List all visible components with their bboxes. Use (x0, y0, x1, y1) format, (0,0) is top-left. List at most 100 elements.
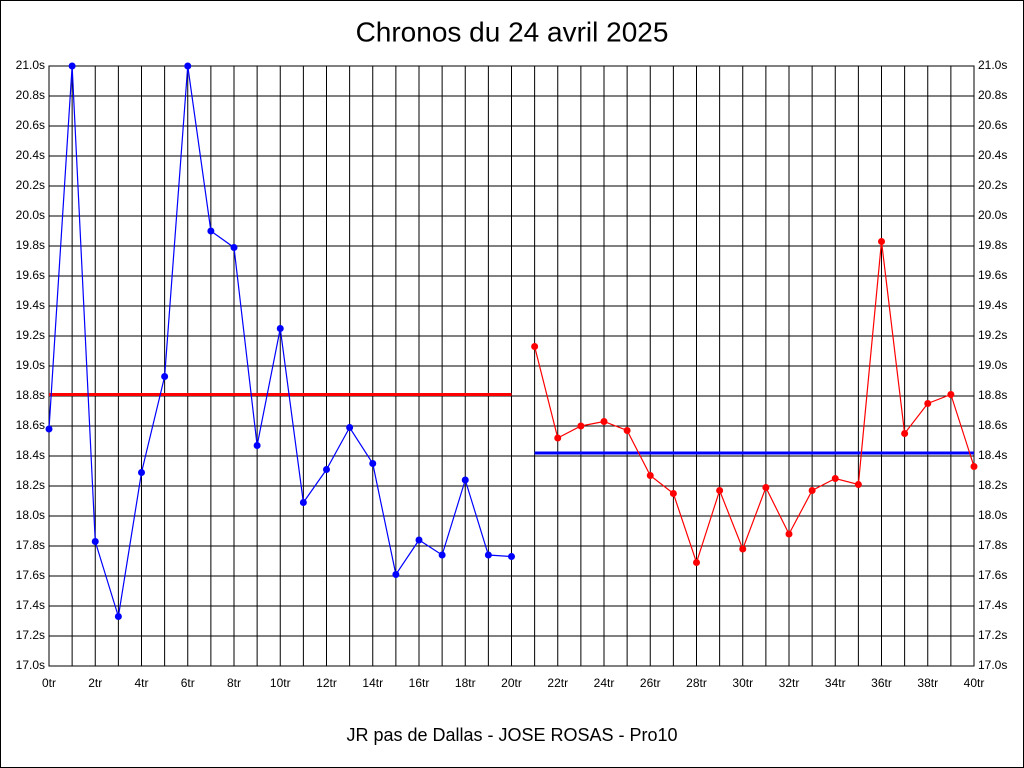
data-point (138, 469, 145, 476)
y-tick-label: 17.2s (16, 628, 45, 642)
data-point (68, 62, 76, 70)
y-tick-label: 19.6s (16, 268, 45, 282)
x-tick-label: 22tr (547, 676, 568, 690)
data-point (762, 484, 770, 491)
x-tick-label: 12tr (316, 676, 337, 690)
x-tick-label: 4tr (134, 676, 148, 690)
data-point (646, 472, 654, 479)
y2-tick-label: 17.8s (978, 538, 1007, 552)
x-tick-label: 40tr (964, 676, 985, 690)
data-point (831, 475, 839, 482)
y2-tick-label: 18.8s (978, 388, 1007, 402)
data-point (45, 425, 53, 433)
y-tick-label: 17.4s (16, 598, 45, 612)
y-tick-label: 20.2s (16, 178, 45, 192)
data-point (878, 238, 885, 245)
x-tick-label: 32tr (779, 676, 800, 690)
y2-tick-label: 18.4s (978, 448, 1007, 462)
y2-tick-label: 20.2s (978, 178, 1007, 192)
y2-tick-label: 18.0s (978, 508, 1007, 522)
x-tick-label: 36tr (871, 676, 892, 690)
data-point (554, 434, 562, 442)
y2-tick-label: 17.0s (978, 658, 1007, 672)
data-point (392, 571, 400, 578)
data-point (854, 481, 862, 488)
x-tick-label: 14tr (362, 676, 383, 690)
data-point (207, 227, 215, 235)
x-tick-label: 34tr (825, 676, 846, 690)
data-point (785, 530, 793, 538)
x-tick-label: 26tr (640, 676, 661, 690)
y-tick-label: 19.4s (16, 298, 45, 312)
x-tick-label: 16tr (409, 676, 430, 690)
series-line (534, 241, 975, 565)
data-point (346, 424, 354, 431)
y2-tick-label: 17.4s (978, 598, 1007, 612)
data-point (669, 490, 677, 497)
y2-tick-label: 19.6s (978, 268, 1007, 282)
data-point (299, 499, 307, 506)
data-point (623, 427, 631, 434)
data-point (253, 442, 261, 449)
data-point (808, 487, 816, 494)
y2-tick-label: 19.8s (978, 238, 1007, 252)
data-point (901, 430, 909, 437)
data-point (716, 487, 724, 494)
y2-tick-label: 19.0s (978, 358, 1007, 372)
y-tick-label: 17.8s (16, 538, 45, 552)
y2-tick-label: 20.0s (978, 208, 1007, 222)
y2-tick-label: 18.6s (978, 418, 1007, 432)
y2-tick-label: 19.4s (978, 298, 1007, 312)
x-tick-label: 24tr (594, 676, 615, 690)
x-tick-label: 30tr (732, 676, 753, 690)
data-point (91, 538, 99, 545)
data-point (369, 460, 377, 467)
y-tick-label: 19.0s (16, 358, 45, 372)
y-tick-label: 18.2s (16, 478, 45, 492)
data-point (508, 553, 515, 560)
data-point (947, 391, 955, 398)
x-tick-label: 8tr (227, 676, 241, 690)
x-tick-label: 2tr (88, 676, 102, 690)
data-point (600, 418, 608, 425)
y2-tick-label: 17.6s (978, 568, 1007, 582)
y-tick-label: 18.0s (16, 508, 45, 522)
y-tick-label: 18.4s (16, 448, 45, 462)
data-point (114, 613, 122, 620)
y-tick-label: 18.6s (16, 418, 45, 432)
x-tick-label: 18tr (455, 676, 476, 690)
y2-tick-label: 20.4s (978, 148, 1007, 162)
y2-tick-label: 21.0s (978, 58, 1007, 72)
data-point (230, 244, 238, 251)
data-point (461, 476, 469, 484)
y2-tick-label: 18.2s (978, 478, 1007, 492)
data-point (276, 325, 284, 332)
data-point (739, 545, 747, 553)
y2-tick-label: 20.6s (978, 118, 1007, 132)
x-tick-label: 38tr (917, 676, 938, 690)
chart-title: Chronos du 24 avril 2025 (356, 16, 669, 47)
data-point (577, 422, 585, 430)
x-tick-label: 10tr (270, 676, 291, 690)
y-tick-label: 20.4s (16, 148, 45, 162)
data-point (693, 559, 700, 566)
y2-tick-label: 20.8s (978, 88, 1007, 102)
y-tick-label: 18.8s (16, 388, 45, 402)
y2-tick-label: 19.2s (978, 328, 1007, 342)
x-tick-label: 20tr (501, 676, 522, 690)
y-tick-label: 17.0s (16, 658, 45, 672)
plot-border (48, 65, 975, 667)
y-tick-label: 20.0s (16, 208, 45, 222)
data-point (924, 400, 932, 407)
y-tick-label: 20.8s (16, 88, 45, 102)
data-point (184, 62, 192, 70)
y2-tick-label: 17.2s (978, 628, 1007, 642)
data-point (531, 343, 539, 350)
x-tick-label: 0tr (42, 676, 56, 690)
chart-subtitle: JR pas de Dallas - JOSE ROSAS - Pro10 (346, 725, 677, 745)
data-point (438, 551, 446, 559)
y-tick-label: 19.8s (16, 238, 45, 252)
y-tick-label: 17.6s (16, 568, 45, 582)
data-point (415, 536, 423, 544)
x-tick-label: 6tr (181, 676, 195, 690)
